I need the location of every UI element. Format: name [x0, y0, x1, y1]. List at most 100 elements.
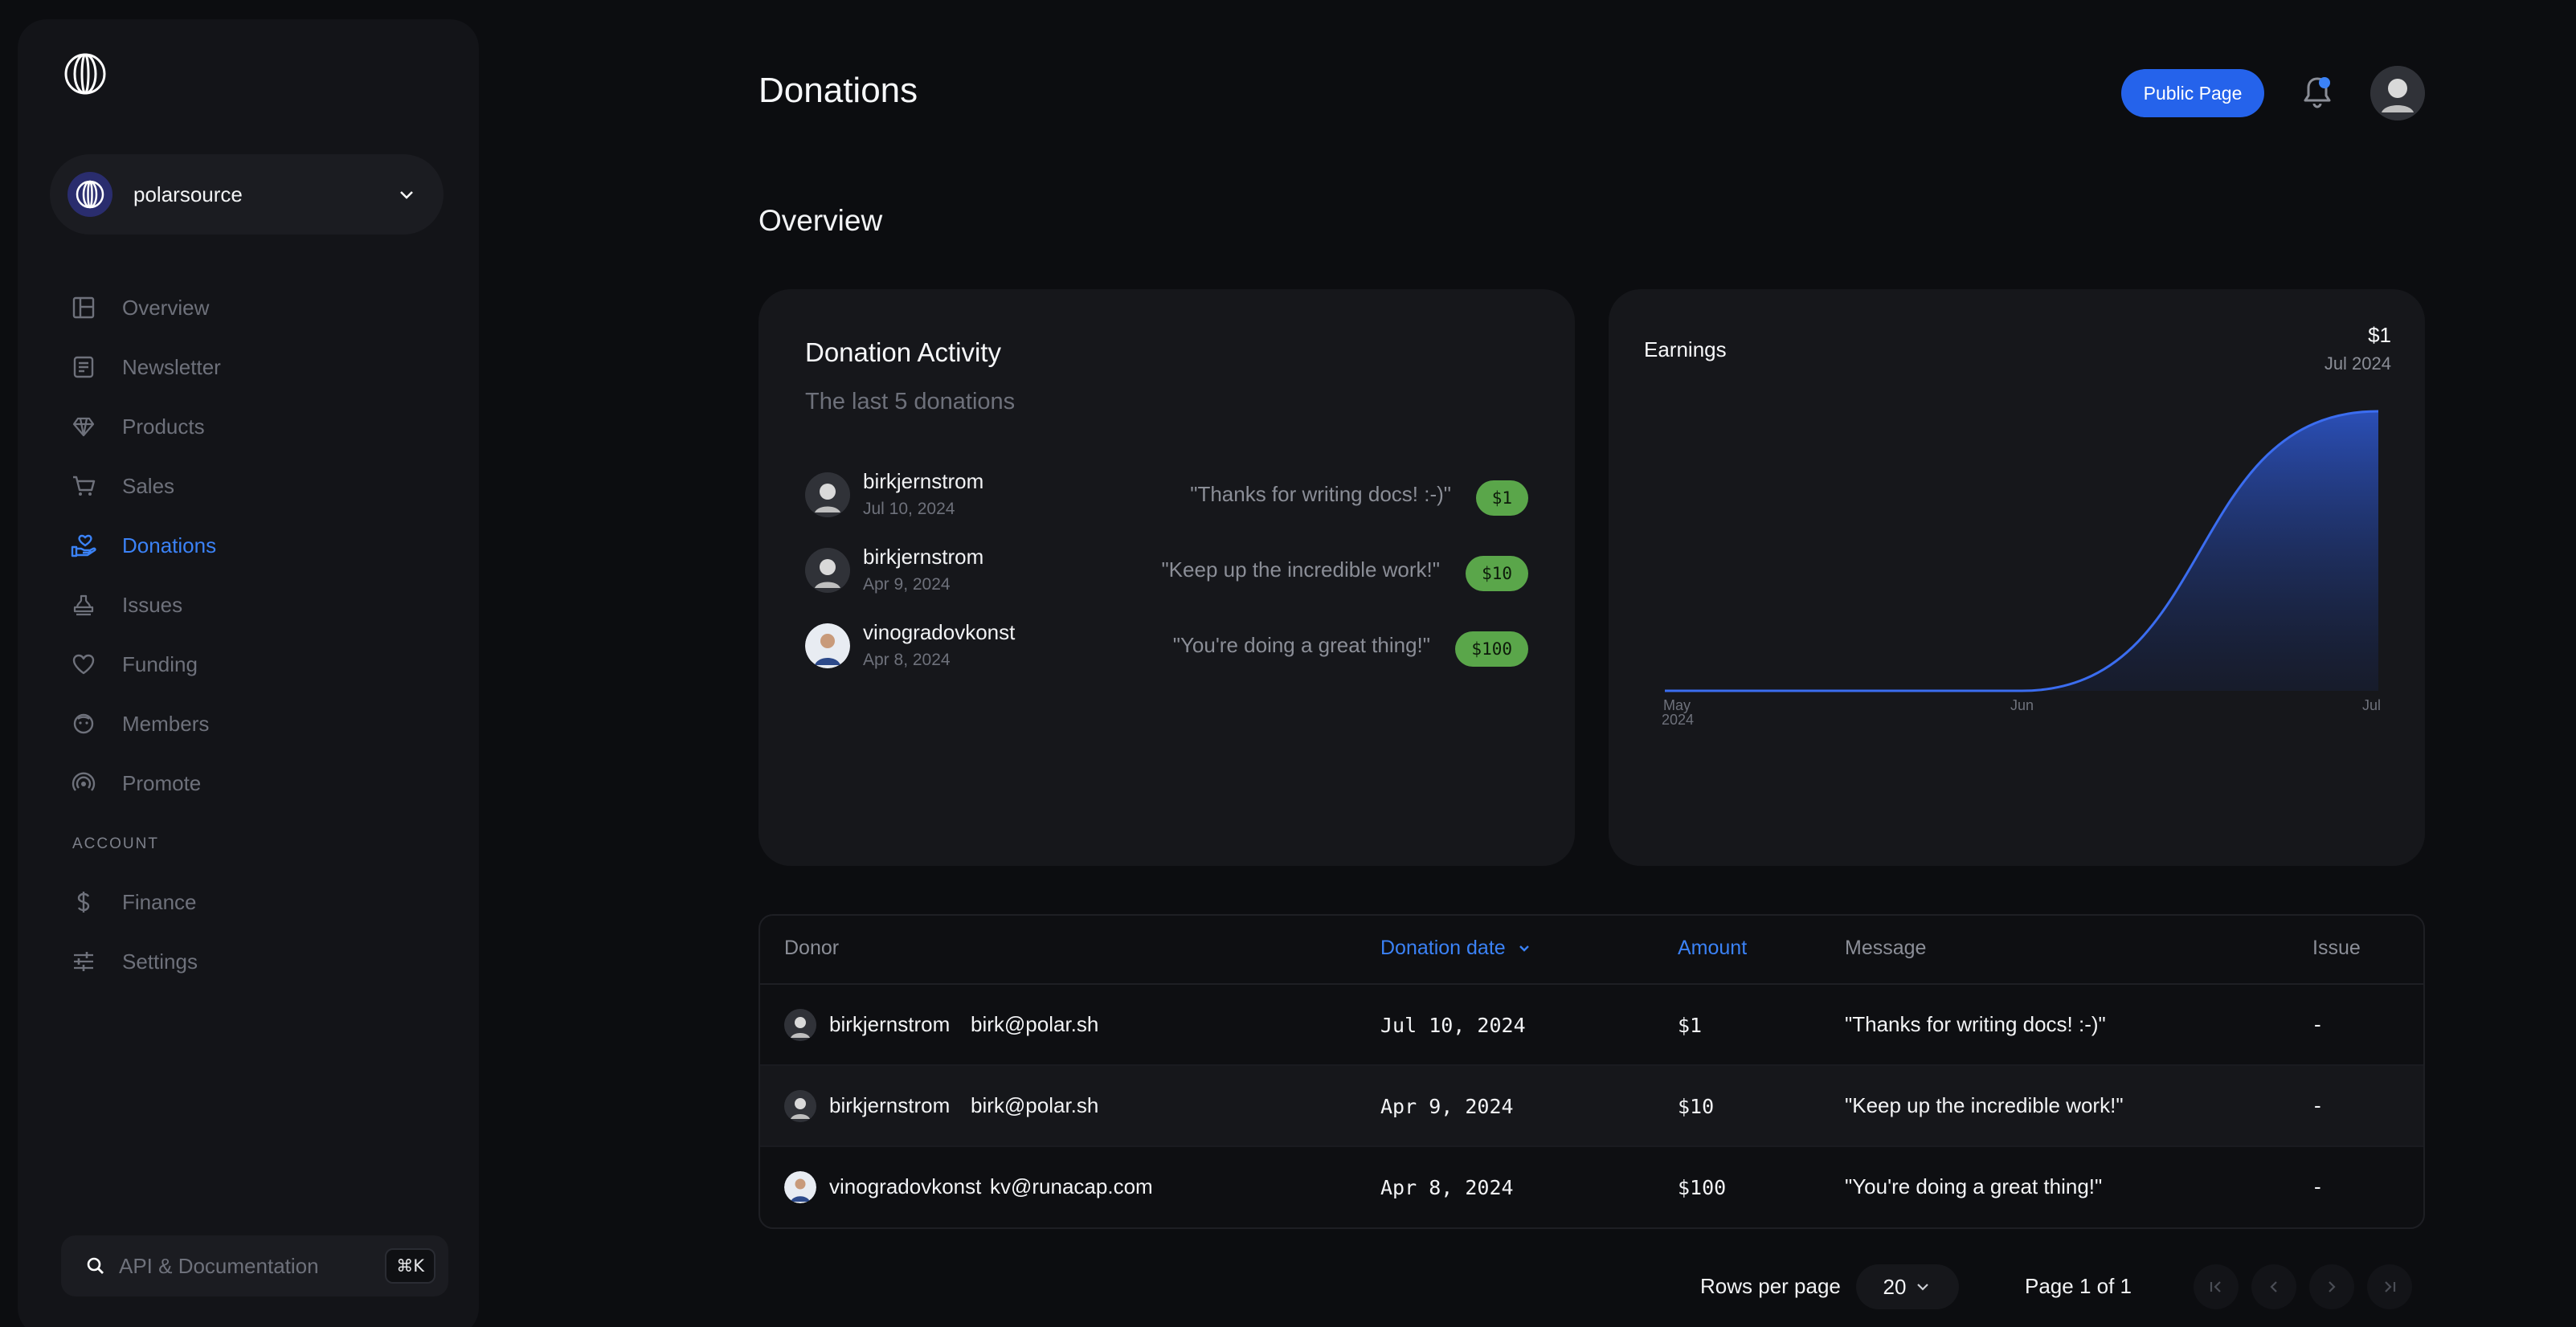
polar-logo-icon — [76, 180, 104, 209]
donor-name: birkjernstrom — [863, 469, 984, 493]
donation-message: "Thanks for writing docs! :-)" — [1190, 482, 1451, 506]
donation-date: Apr 8, 2024 — [863, 651, 951, 669]
sidebar-item-newsletter[interactable]: Newsletter — [71, 337, 221, 397]
public-page-button[interactable]: Public Page — [2121, 69, 2264, 117]
earnings-value: $1 — [2368, 323, 2391, 347]
activity-item: birkjernstrom Apr 9, 2024 "Keep up the i… — [805, 543, 1528, 599]
broadcast-icon — [71, 770, 96, 796]
sliders-icon — [71, 949, 96, 974]
chevron-right-icon — [2329, 1281, 2336, 1292]
column-header-issue[interactable]: Issue — [2312, 937, 2361, 959]
column-header-message[interactable]: Message — [1845, 937, 1927, 959]
rows-per-page-label: Rows per page — [1700, 1274, 1841, 1298]
avatar — [805, 548, 850, 593]
account-nav: Finance Settings — [71, 872, 198, 991]
previous-page-button[interactable] — [2251, 1264, 2296, 1309]
sidebar: polarsource Overview Newsletter Products… — [18, 19, 479, 1327]
donor-email: birk@polar.sh — [971, 1093, 1099, 1117]
notification-dot — [2319, 77, 2330, 88]
donation-date: Jul 10, 2024 — [1380, 1014, 1526, 1037]
next-page-button[interactable] — [2309, 1264, 2354, 1309]
sidebar-item-donations[interactable]: Donations — [71, 516, 221, 575]
earnings-period: Jul 2024 — [2324, 353, 2391, 374]
sidebar-item-funding[interactable]: Funding — [71, 635, 221, 694]
donation-issue: - — [2314, 1012, 2321, 1036]
sidebar-item-finance[interactable]: Finance — [71, 872, 198, 932]
donation-date: Apr 9, 2024 — [1380, 1095, 1514, 1118]
donation-amount: $100 — [1678, 1176, 1727, 1199]
column-header-date[interactable]: Donation date — [1380, 937, 1531, 960]
rows-per-page-select[interactable]: 20 — [1856, 1264, 1959, 1309]
x-tick-label: Jul — [2362, 697, 2381, 713]
donation-message: "You're doing a great thing!" — [1172, 633, 1430, 657]
heart-icon — [71, 651, 96, 677]
chevron-left-icon — [2270, 1281, 2277, 1292]
sidebar-item-label: Members — [122, 711, 210, 736]
sidebar-item-label: Finance — [122, 889, 197, 914]
donation-issue: - — [2314, 1093, 2321, 1117]
org-switcher[interactable]: polarsource — [50, 154, 444, 235]
account-section-label: ACCOUNT — [72, 835, 159, 852]
x-tick-label: 2024 — [1662, 712, 1694, 728]
user-avatar[interactable] — [2370, 66, 2425, 120]
cart-icon — [71, 473, 96, 499]
sidebar-item-label: Sales — [122, 473, 175, 498]
donation-activity-card: Donation Activity The last 5 donations b… — [758, 289, 1575, 866]
table-row[interactable]: birkjernstrom birk@polar.sh Jul 10, 2024… — [760, 985, 2423, 1066]
chevron-down-icon — [400, 191, 413, 199]
overview-title: Overview — [758, 204, 883, 237]
donation-date: Apr 8, 2024 — [1380, 1176, 1514, 1199]
donor-name: birkjernstrom — [829, 1012, 951, 1036]
sidebar-item-sales[interactable]: Sales — [71, 456, 221, 516]
column-header-donor[interactable]: Donor — [784, 937, 840, 959]
earnings-chart: May 2024 Jun Jul — [1662, 410, 2381, 728]
amount-badge: $10 — [1466, 556, 1528, 591]
sidebar-item-products[interactable]: Products — [71, 397, 221, 456]
amount-badge: $100 — [1455, 631, 1528, 667]
org-avatar — [67, 172, 112, 217]
page-title: Donations — [758, 71, 918, 110]
sidebar-item-label: Donations — [122, 533, 217, 557]
avatar — [784, 1090, 816, 1122]
first-page-button[interactable] — [2194, 1264, 2239, 1309]
sidebar-item-settings[interactable]: Settings — [71, 932, 198, 991]
sidebar-item-members[interactable]: Members — [71, 694, 221, 753]
hand-heart-icon — [71, 533, 96, 558]
diamond-icon — [71, 414, 96, 439]
donations-table: Donor Donation date Amount Message Issue… — [758, 914, 2425, 1229]
first-page-icon — [2210, 1281, 2221, 1292]
donation-message: "Keep up the incredible work!" — [1161, 557, 1440, 582]
activity-item: vinogradovkonst Apr 8, 2024 "You're doin… — [805, 619, 1528, 675]
polar-logo-icon[interactable] — [63, 51, 108, 96]
column-header-label: Donation date — [1380, 937, 1506, 959]
sidebar-item-label: Products — [122, 414, 205, 439]
sidebar-item-promote[interactable]: Promote — [71, 753, 221, 813]
earnings-title: Earnings — [1644, 337, 1727, 361]
sidebar-item-issues[interactable]: Issues — [71, 575, 221, 635]
donation-date: Jul 10, 2024 — [863, 500, 955, 518]
table-row[interactable]: birkjernstrom birk@polar.sh Apr 9, 2024 … — [760, 1066, 2423, 1147]
sidebar-item-label: Newsletter — [122, 354, 221, 379]
last-page-button[interactable] — [2367, 1264, 2412, 1309]
column-header-amount[interactable]: Amount — [1678, 937, 1748, 959]
donor-email: kv@runacap.com — [990, 1174, 1153, 1198]
newsletter-icon — [71, 354, 96, 380]
activity-item: birkjernstrom Jul 10, 2024 "Thanks for w… — [805, 468, 1528, 524]
sidebar-item-label: Promote — [122, 770, 202, 795]
sidebar-item-label: Overview — [122, 295, 210, 320]
earnings-area — [1665, 411, 2378, 691]
avatar — [805, 623, 850, 668]
x-tick-label: Jun — [2010, 697, 2034, 713]
x-tick-label: May — [1663, 697, 1691, 713]
activity-title: Donation Activity — [805, 337, 1001, 367]
face-icon — [71, 711, 96, 737]
search-placeholder: API & Documentation — [119, 1253, 319, 1278]
table-row[interactable]: vinogradovkonst kv@runacap.com Apr 8, 20… — [760, 1147, 2423, 1227]
donor-name: birkjernstrom — [829, 1093, 951, 1117]
donor-name: birkjernstrom — [863, 545, 984, 569]
docs-search[interactable]: API & Documentation ⌘K — [61, 1235, 448, 1296]
sidebar-item-overview[interactable]: Overview — [71, 278, 221, 337]
shortcut-badge: ⌘K — [385, 1248, 435, 1284]
amount-badge: $1 — [1475, 480, 1528, 516]
donor-email: birk@polar.sh — [971, 1012, 1099, 1036]
